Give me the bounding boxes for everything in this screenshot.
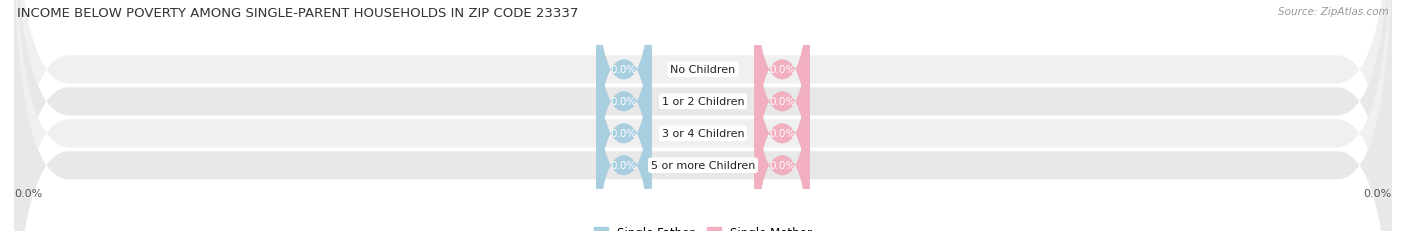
Text: 0.0%: 0.0%	[14, 188, 42, 198]
FancyBboxPatch shape	[596, 16, 651, 231]
Text: 3 or 4 Children: 3 or 4 Children	[662, 129, 744, 139]
Text: 0.0%: 0.0%	[610, 65, 637, 75]
Text: 0.0%: 0.0%	[769, 161, 796, 170]
Text: 0.0%: 0.0%	[610, 161, 637, 170]
Text: No Children: No Children	[671, 65, 735, 75]
FancyBboxPatch shape	[14, 0, 1392, 231]
FancyBboxPatch shape	[596, 0, 651, 188]
FancyBboxPatch shape	[755, 0, 810, 219]
Text: 0.0%: 0.0%	[610, 97, 637, 107]
FancyBboxPatch shape	[755, 16, 810, 231]
FancyBboxPatch shape	[14, 0, 1392, 231]
Text: 1 or 2 Children: 1 or 2 Children	[662, 97, 744, 107]
FancyBboxPatch shape	[755, 0, 810, 219]
FancyBboxPatch shape	[596, 48, 651, 231]
FancyBboxPatch shape	[596, 0, 651, 188]
FancyBboxPatch shape	[755, 0, 810, 188]
FancyBboxPatch shape	[596, 0, 651, 219]
Text: INCOME BELOW POVERTY AMONG SINGLE-PARENT HOUSEHOLDS IN ZIP CODE 23337: INCOME BELOW POVERTY AMONG SINGLE-PARENT…	[17, 7, 578, 20]
Text: 0.0%: 0.0%	[769, 65, 796, 75]
FancyBboxPatch shape	[755, 16, 810, 231]
Text: 0.0%: 0.0%	[769, 97, 796, 107]
Legend: Single Father, Single Mother: Single Father, Single Mother	[589, 221, 817, 231]
FancyBboxPatch shape	[596, 16, 651, 231]
FancyBboxPatch shape	[14, 0, 1392, 231]
FancyBboxPatch shape	[755, 0, 810, 188]
FancyBboxPatch shape	[755, 48, 810, 231]
Text: Source: ZipAtlas.com: Source: ZipAtlas.com	[1278, 7, 1389, 17]
Text: 0.0%: 0.0%	[769, 129, 796, 139]
Text: 0.0%: 0.0%	[610, 129, 637, 139]
FancyBboxPatch shape	[14, 0, 1392, 231]
FancyBboxPatch shape	[596, 48, 651, 231]
Text: 5 or more Children: 5 or more Children	[651, 161, 755, 170]
Text: 0.0%: 0.0%	[1364, 188, 1392, 198]
FancyBboxPatch shape	[596, 0, 651, 219]
FancyBboxPatch shape	[755, 48, 810, 231]
